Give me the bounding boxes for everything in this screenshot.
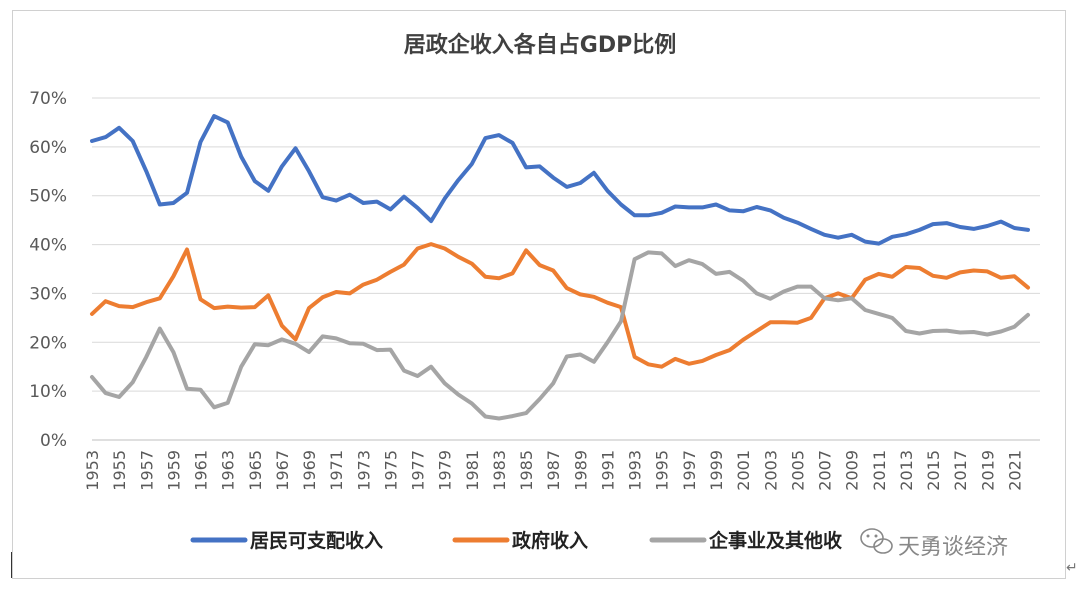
legend-label: 政府收入 (512, 529, 588, 552)
x-tick-label: 1979 (436, 450, 455, 491)
text-cursor (11, 552, 12, 578)
series-line-3 (90, 250, 1030, 421)
series-line-1 (90, 114, 1030, 246)
x-tick-label: 2005 (788, 450, 807, 491)
y-tick-label: 30% (29, 284, 67, 304)
x-tick-label: 1967 (273, 450, 292, 491)
x-tick-label: 1973 (354, 450, 373, 491)
x-tick-label: 1989 (571, 450, 590, 491)
chart-frame (12, 10, 1066, 579)
x-tick-label: 1991 (598, 450, 617, 491)
x-tick-label: 1993 (626, 450, 645, 491)
legend: 居民可支配收入 政府收入 企事业及其他收 (190, 529, 842, 552)
legend-label: 居民可支配收入 (250, 529, 383, 552)
x-tick-label: 2011 (870, 450, 889, 491)
y-tick-label: 20% (29, 333, 67, 353)
chart-title: 居政企收入各自占GDP比例 (404, 32, 676, 58)
x-tick-label: 2001 (734, 450, 753, 491)
x-tick-label: 1961 (192, 450, 211, 491)
legend-label: 企事业及其他收 (708, 529, 842, 552)
x-tick-label: 1965 (246, 450, 265, 491)
watermark: 天勇谈经济 (860, 528, 1008, 560)
wechat-icon (860, 528, 893, 554)
x-tick-label: 2007 (816, 450, 835, 491)
x-tick-label: 1959 (164, 450, 183, 491)
y-axis-ticks: 0% 10% 20% 30% 40% 50% 60% 70% (29, 89, 67, 451)
x-tick-label: 1981 (463, 450, 482, 491)
x-tick-label: 1995 (653, 450, 672, 491)
x-tick-label: 2017 (951, 450, 970, 491)
x-tick-label: 2003 (761, 450, 780, 491)
x-tick-label: 2013 (897, 450, 916, 491)
watermark-text: 天勇谈经济 (898, 535, 1008, 560)
x-tick-label: 1953 (83, 450, 102, 491)
series-lines (90, 114, 1030, 421)
y-tick-label: 10% (29, 382, 67, 402)
x-tick-label: 2019 (978, 450, 997, 491)
x-tick-label: 1969 (300, 450, 319, 491)
x-tick-label: 2021 (1005, 450, 1024, 491)
x-tick-label: 1975 (381, 450, 400, 491)
grid (92, 97, 1040, 441)
x-tick-label: 1997 (680, 450, 699, 491)
x-tick-label: 1987 (544, 450, 563, 491)
x-tick-label: 1963 (219, 450, 238, 491)
y-tick-label: 40% (29, 236, 67, 256)
x-tick-label: 2009 (843, 450, 862, 491)
series-line-2 (90, 242, 1030, 369)
return-glyph: ↵ (1066, 560, 1078, 576)
x-tick-label: 1999 (707, 450, 726, 491)
x-tick-label: 2015 (924, 450, 943, 491)
x-tick-label: 1983 (490, 450, 509, 491)
x-tick-label: 1977 (409, 450, 428, 491)
y-tick-label: 70% (29, 89, 67, 109)
x-tick-label: 1985 (517, 450, 536, 491)
x-axis-ticks: 1953 1955 1957 1959 1961 1963 1965 1967 1969 1971… (83, 450, 1024, 491)
y-tick-label: 0% (40, 431, 67, 451)
y-tick-label: 60% (29, 138, 67, 158)
y-tick-label: 50% (29, 187, 67, 207)
x-tick-label: 1957 (137, 450, 156, 491)
x-tick-label: 1971 (327, 450, 346, 491)
x-tick-label: 1955 (110, 450, 129, 491)
